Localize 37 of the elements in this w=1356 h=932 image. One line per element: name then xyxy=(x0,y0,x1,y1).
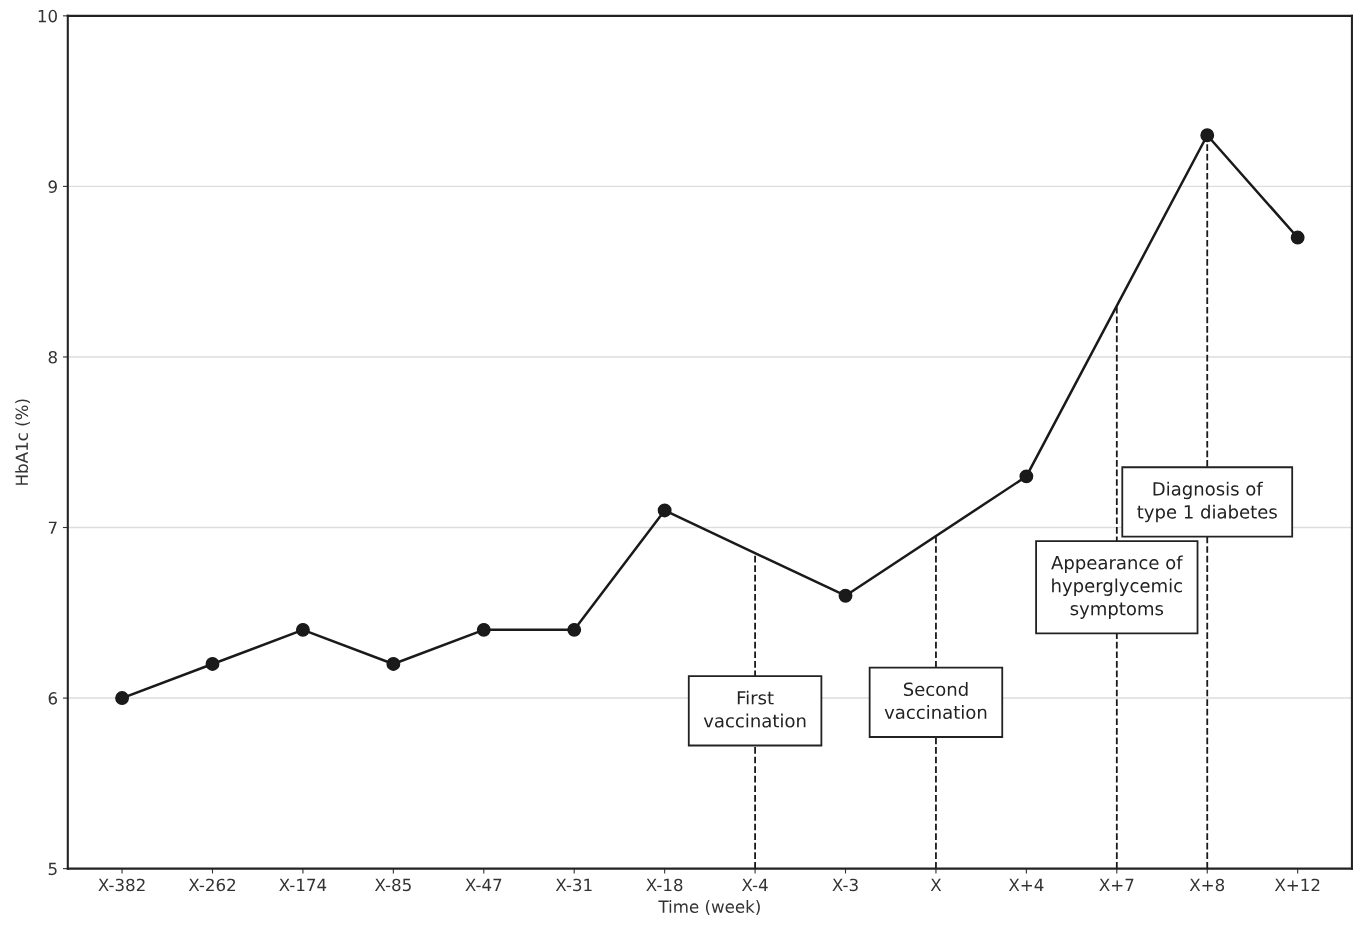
ref-line-label: Diagnosis of type 1 diabetes xyxy=(1137,481,1277,523)
point xyxy=(567,622,582,637)
x-tick-label: X+12 xyxy=(1274,878,1320,892)
x-tick-label: X-174 xyxy=(279,878,327,892)
point xyxy=(476,622,491,637)
x-tick-label: X-85 xyxy=(374,878,411,892)
y-tick-label: 9 xyxy=(48,180,57,193)
ref-line-label: Appearance of hyperglycemic symptoms xyxy=(1051,555,1183,619)
x-tick-label: X+4 xyxy=(1008,878,1044,892)
x-tick-label: X+8 xyxy=(1189,878,1225,892)
x-tick-label: X-382 xyxy=(98,878,145,892)
point xyxy=(1200,128,1215,143)
x-tick-label: X-262 xyxy=(188,878,236,892)
x-tick-label: X-3 xyxy=(832,878,858,892)
y-tick-label: 7 xyxy=(48,521,57,534)
point xyxy=(657,503,672,518)
point xyxy=(205,657,220,671)
x-tick-label: X-4 xyxy=(741,878,768,892)
point xyxy=(386,657,401,671)
x-tick-label: X-18 xyxy=(646,878,683,892)
point xyxy=(1019,469,1034,484)
point xyxy=(838,588,853,603)
y-axis-title: HbA1c (%) xyxy=(15,399,31,485)
x-tick-label: X-47 xyxy=(465,878,502,892)
point xyxy=(115,691,130,706)
ref-line-label: First vaccination xyxy=(703,690,806,728)
x-axis-title: Time (week) xyxy=(658,900,760,915)
ref-line-label: Second vaccination xyxy=(884,682,987,720)
y-tick-label: 8 xyxy=(48,350,57,364)
y-tick-label: 5 xyxy=(48,862,57,876)
y-tick-label: 10 xyxy=(38,9,57,23)
point xyxy=(1290,230,1305,245)
y-tick-label: 6 xyxy=(48,692,58,705)
x-tick-label: X xyxy=(930,878,942,892)
x-tick-label: X+7 xyxy=(1099,878,1134,892)
point xyxy=(295,622,310,637)
x-tick-label: X-31 xyxy=(555,878,592,892)
